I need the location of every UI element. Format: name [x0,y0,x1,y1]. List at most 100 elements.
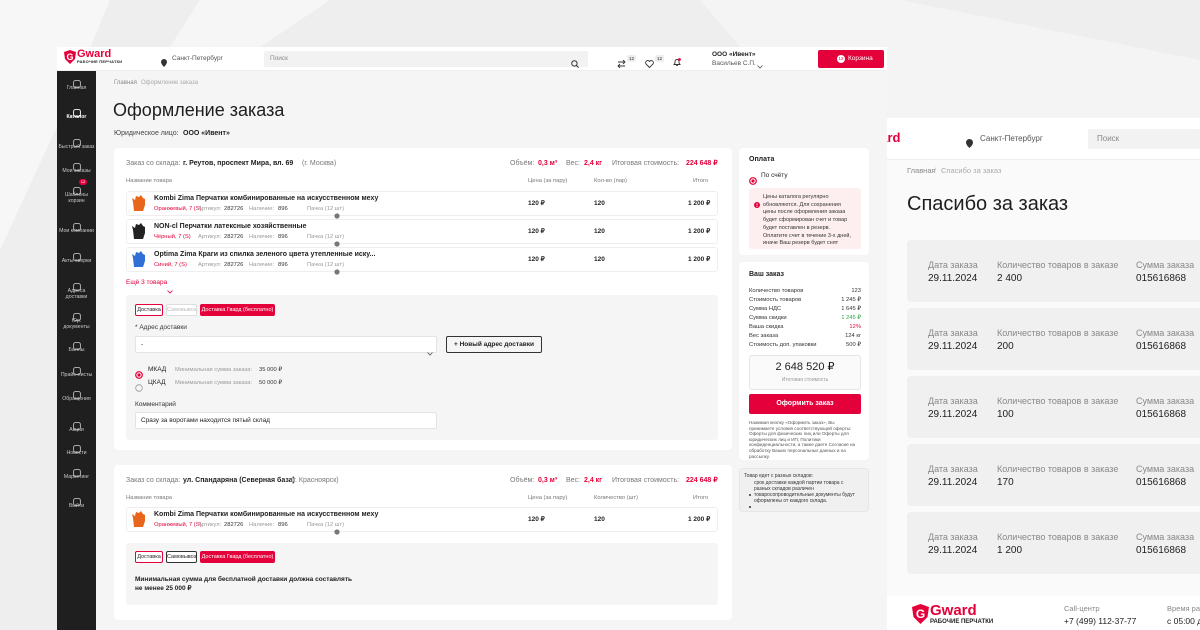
sidebar-item[interactable]: Новости [66,450,87,456]
delivery-tab[interactable]: Доставка [135,304,163,316]
logo-shield: G [64,50,76,64]
order-date: 29.11.2024 [928,273,978,284]
sidebar-item[interactable]: Баллы [68,347,85,353]
checkout-button[interactable]: Оформить заказ [749,394,861,414]
new-address-button[interactable]: + Новый адрес доставки [446,336,542,353]
zone-min: 35 000 ₽ [259,366,283,373]
breadcrumb-item[interactable]: Главная [907,165,936,175]
stock: 896 [278,261,288,268]
payment-info: Цены каталога регулярно обновляются. Для… [763,194,851,247]
sidebar-item[interactable]: Прайс-листы [60,372,93,378]
cart-button[interactable] [818,50,884,68]
summary-value: 1 245 ₽ [841,296,861,303]
comment-input[interactable] [135,412,437,429]
sidebar-icon [73,308,81,321]
sidebar-item[interactable]: Каталог [66,114,87,120]
total-label: Итоговая стоимость: [612,476,680,484]
column-header: Количество (шт) [594,494,638,501]
pack: Пачка (12 шт) [307,261,345,268]
item-price: 120 ₽ [528,515,545,523]
radio [749,172,757,185]
zone-name[interactable]: МКАД [148,366,167,374]
compare-count: 12 [627,55,636,62]
volume-label: Объём: [510,476,535,484]
info-icon [754,195,760,208]
more-items[interactable]: Ещё 3 товара [126,279,168,287]
sidebar-item[interactable]: Мои компании [59,228,94,234]
sidebar-item[interactable]: Быстрый заказ [58,144,95,150]
delivery-tab[interactable]: Самовывоз [166,304,197,316]
logo: Gward [887,130,901,145]
delivery-tab[interactable]: Доставка Гвард (бесплатно) [200,304,275,316]
sidebar-item[interactable]: Обращения [62,396,91,402]
sidebar-icon [73,440,81,453]
column-header: Итого [693,494,709,501]
item-color: Оранжевый, 7 (S) [154,205,202,212]
item-price: 120 ₽ [528,227,545,235]
order-summary-card [907,444,1200,506]
logo-shield: G [912,604,929,624]
article: 282726 [224,521,244,528]
sidebar-item[interactable]: Акты сверки [61,258,92,264]
sum-label: Сумма заказа [1136,259,1195,270]
item-name[interactable]: Kombi Zima Перчатки комбинированные на и… [154,194,379,202]
payment-option[interactable]: По счёту [761,172,788,180]
item-name[interactable]: Kombi Zima Перчатки комбинированные на и… [154,510,379,518]
sum-label: Сумма заказа [1136,327,1195,338]
sidebar-icon [73,158,81,171]
address-select[interactable] [135,336,437,353]
sidebar-item[interactable]: Шаблоны корзин [65,192,88,205]
sidebar-icon [73,104,81,117]
company[interactable]: ООО «Ивент» [712,51,756,59]
delivery-tab[interactable]: Доставка [135,551,163,563]
sidebar-item[interactable]: Маркетинг [63,474,90,480]
sidebar-item[interactable]: Главная [66,85,87,91]
warehouse-note-item: товаросопроводительные документы будут о… [754,492,855,504]
item-sum: 1 200 ₽ [688,515,711,523]
sidebar-item[interactable]: Акции [69,427,84,433]
user: Васильев С.П. [712,60,756,68]
search-box[interactable] [1088,129,1200,149]
zone-name[interactable]: ЦКАД [148,379,166,387]
article-label: Артикул: [198,205,222,212]
zone-min-label: Минимальная сумма заказа: [175,366,253,373]
sidebar-icon [73,248,81,261]
summary-total: 2 648 520 ₽ [775,361,835,373]
compare-icon [617,55,626,69]
zone-min: 50 000 ₽ [259,379,283,386]
item-name[interactable]: NON-cl Перчатки латексные хозяйственные [154,222,307,230]
item-row [126,191,718,216]
search-placeholder: Поиск [270,55,289,63]
article-label: Артикул: [198,233,222,240]
sidebar-item[interactable]: Юр. документы [63,318,90,331]
delivery-note: не менее 25 000 ₽ [135,585,192,593]
item-name[interactable]: Optima Zima Краги из спилка зеленого цве… [154,250,376,258]
logo: Gward [930,602,977,619]
summary-value: 123 [851,287,861,294]
sidebar-item[interactable]: Адреса доставки [65,288,88,301]
order-sum: 015616868 [1136,341,1187,352]
summary-value: 500 ₽ [846,341,861,348]
breadcrumb-item[interactable]: Главная [114,80,137,87]
search-icon [571,55,579,68]
sidebar-item[interactable]: Мои заказы [62,168,91,174]
search-box[interactable] [264,51,588,67]
delivery-tab[interactable]: Самовывоз [166,551,197,563]
volume-label: Объём: [510,159,535,167]
sidebar-item[interactable]: Выйти [68,503,85,509]
city[interactable]: Санкт-Петербург [980,134,1043,144]
city[interactable]: Санкт-Петербург [172,55,223,63]
pack: Пачка (12 шт) [307,205,345,212]
sidebar-icon [73,75,81,88]
phone[interactable]: +7 (499) 112-37-77 [1064,615,1137,626]
bullet [749,495,751,508]
summary-label: Сумма скидки [749,314,787,321]
comment-value: Сразу за воротами находится пятый склад [141,416,270,424]
item-sum: 1 200 ₽ [688,199,711,207]
warehouse-city: (г. Москва) [302,159,337,167]
address-label: * Адрес доставки [135,324,187,332]
chevron [427,343,433,356]
comment-label: Комментарий [135,401,176,409]
delivery-tab[interactable]: Доставка Гвард (бесплатно) [200,551,275,563]
